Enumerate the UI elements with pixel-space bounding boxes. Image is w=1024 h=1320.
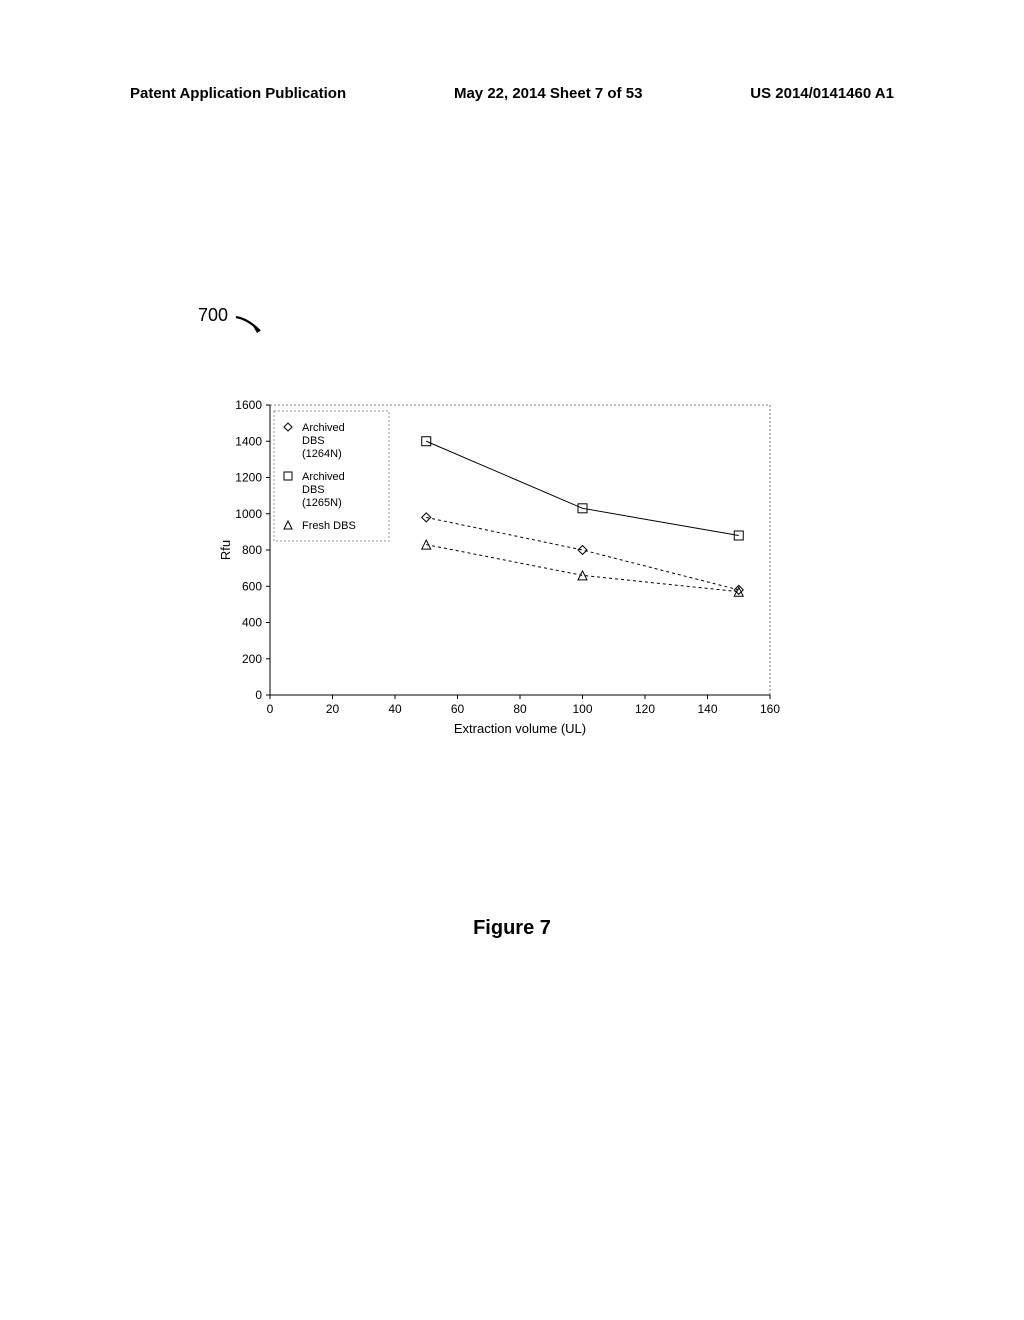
svg-text:(1265N): (1265N) <box>302 497 342 509</box>
svg-text:Archived: Archived <box>302 471 345 483</box>
svg-text:(1264N): (1264N) <box>302 448 342 460</box>
svg-text:Archived: Archived <box>302 422 345 434</box>
figure-reference-number: 700 <box>198 305 228 326</box>
svg-text:140: 140 <box>697 702 717 716</box>
svg-text:DBS: DBS <box>302 435 325 447</box>
svg-text:1200: 1200 <box>235 471 262 485</box>
svg-text:0: 0 <box>255 688 262 702</box>
svg-text:1600: 1600 <box>235 398 262 412</box>
page-header: Patent Application Publication May 22, 2… <box>0 85 1024 102</box>
svg-text:400: 400 <box>242 616 262 630</box>
reference-arrow-icon <box>234 313 274 341</box>
svg-text:100: 100 <box>572 702 592 716</box>
svg-text:Fresh DBS: Fresh DBS <box>302 520 356 532</box>
svg-text:Extraction volume (UL): Extraction volume (UL) <box>454 721 586 736</box>
chart: 0 200 400 600 800 1000 1200 1400 1600 0 20 40 60 80 10… <box>215 395 780 745</box>
header-right: US 2014/0141460 A1 <box>750 85 894 102</box>
svg-text:1400: 1400 <box>235 434 262 448</box>
header-center: May 22, 2014 Sheet 7 of 53 <box>454 85 642 102</box>
svg-text:200: 200 <box>242 652 262 666</box>
svg-text:80: 80 <box>513 702 527 716</box>
svg-text:160: 160 <box>760 702 780 716</box>
svg-text:0: 0 <box>267 702 274 716</box>
svg-text:Rfu: Rfu <box>218 540 233 560</box>
svg-text:60: 60 <box>451 702 465 716</box>
svg-text:DBS: DBS <box>302 484 325 496</box>
svg-text:120: 120 <box>635 702 655 716</box>
figure-caption: Figure 7 <box>0 917 1024 940</box>
svg-text:600: 600 <box>242 579 262 593</box>
svg-text:40: 40 <box>388 702 402 716</box>
header-left: Patent Application Publication <box>130 85 346 102</box>
svg-text:1000: 1000 <box>235 507 262 521</box>
svg-text:800: 800 <box>242 543 262 557</box>
svg-text:20: 20 <box>326 702 340 716</box>
